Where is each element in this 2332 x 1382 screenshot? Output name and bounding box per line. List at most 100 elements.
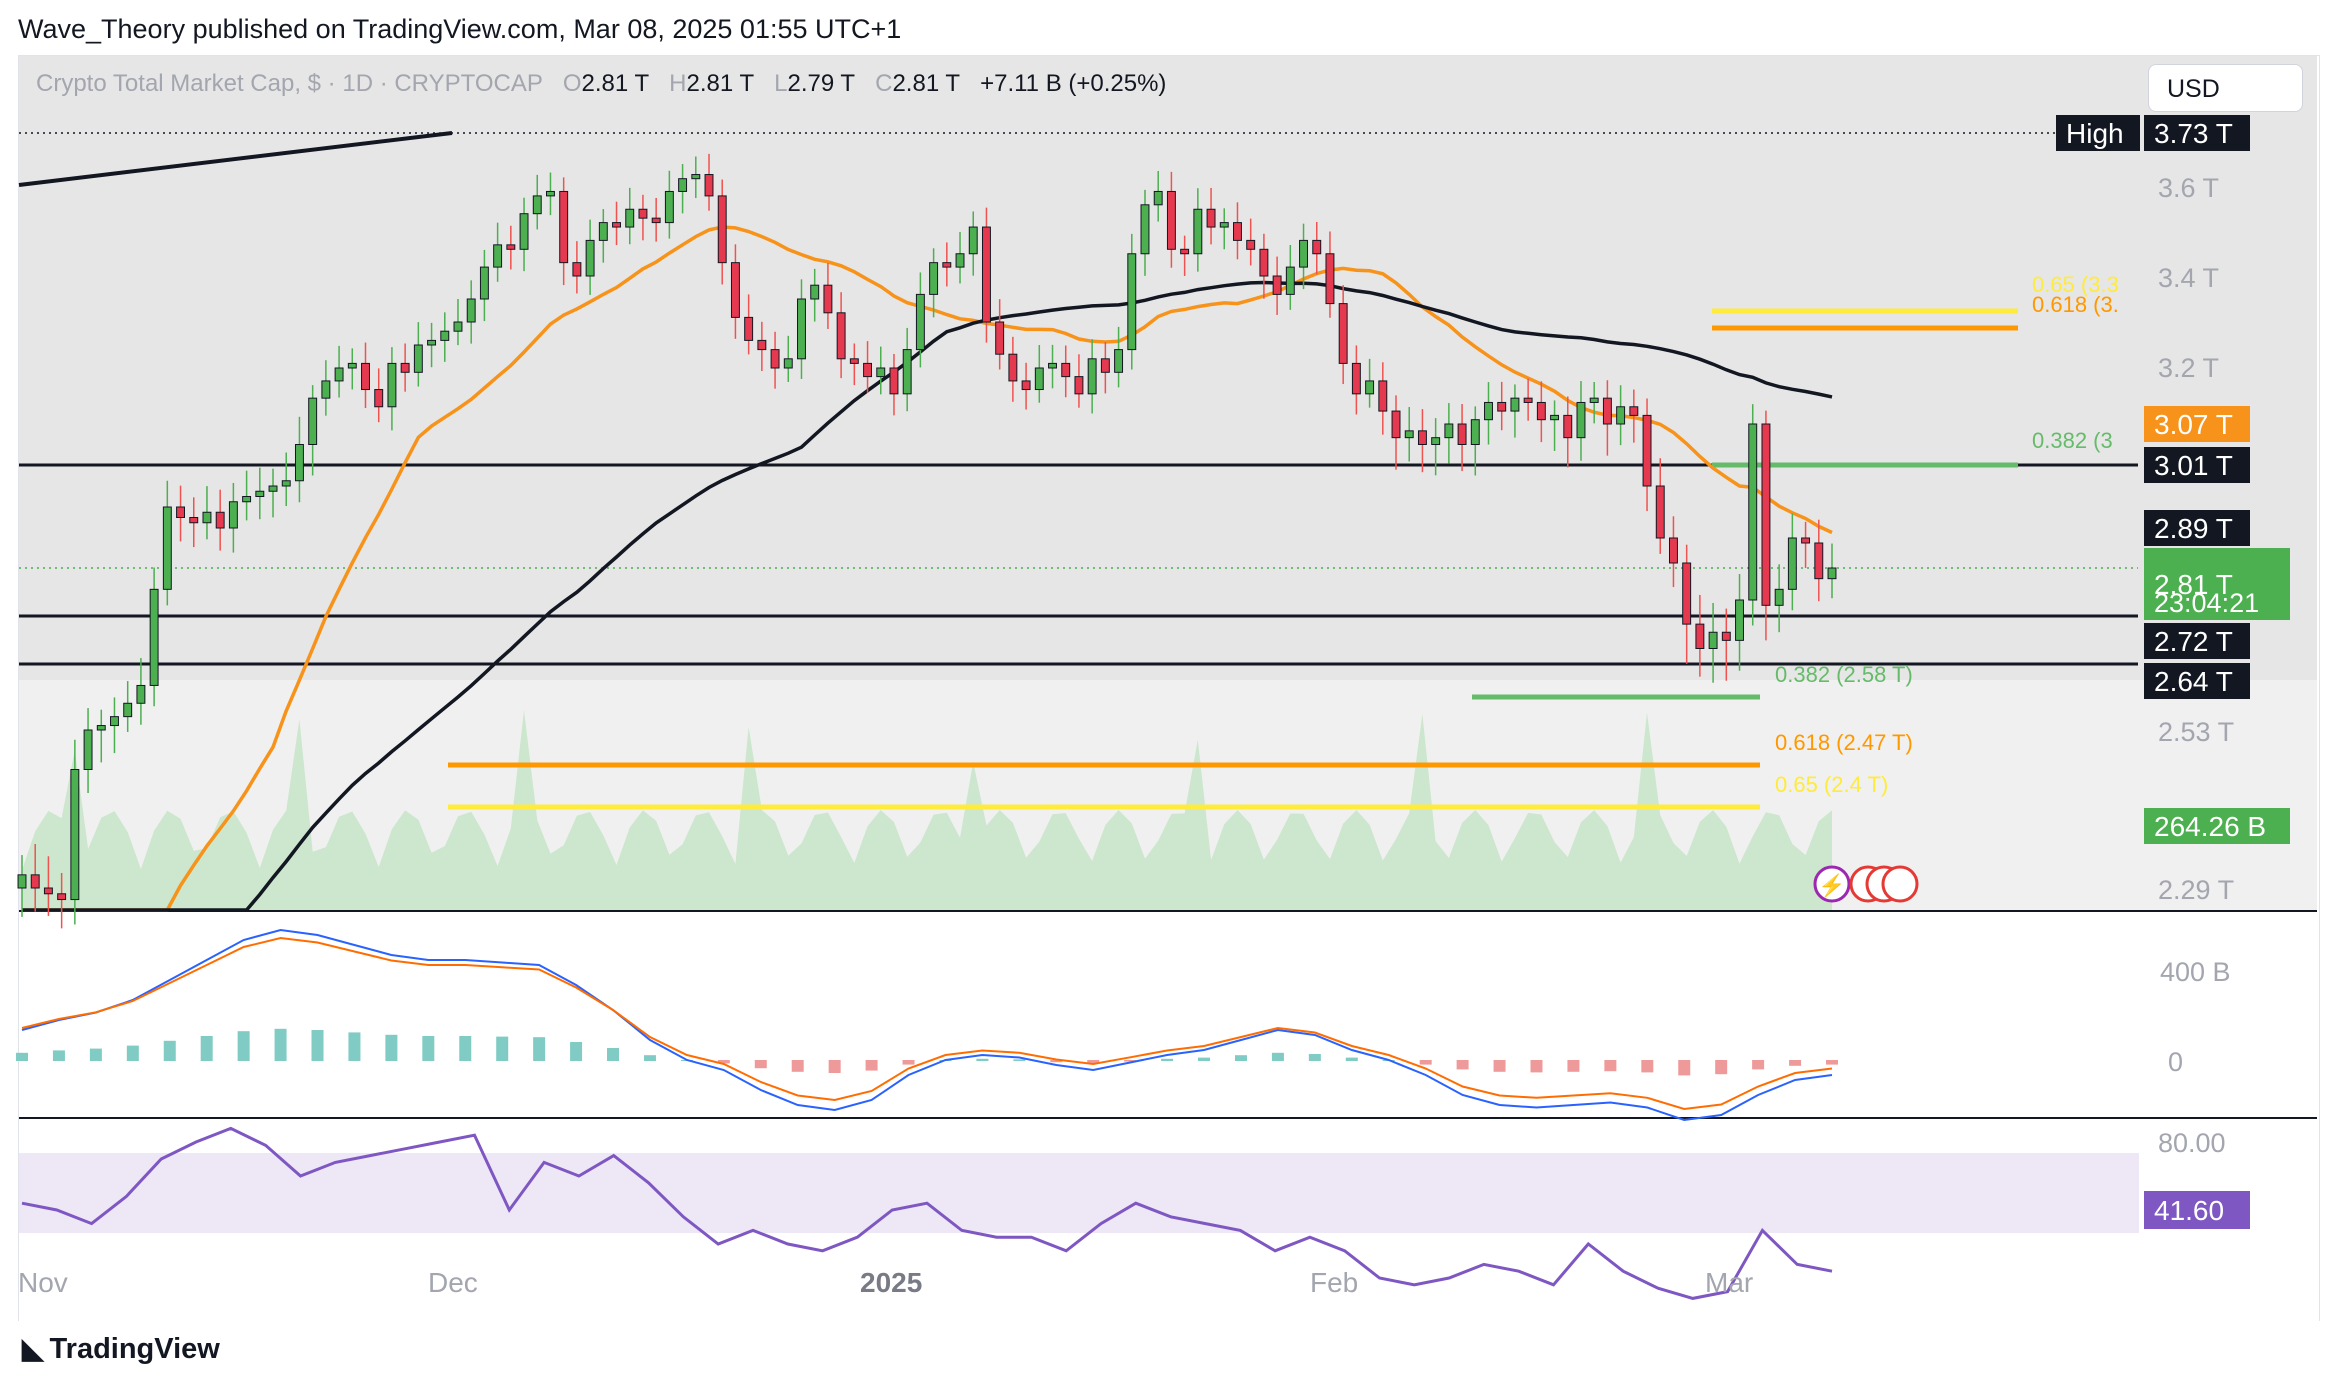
macd-histogram-bar	[1567, 1060, 1580, 1072]
candle-body	[1114, 349, 1124, 373]
candle-body	[1444, 423, 1454, 439]
candle	[1576, 381, 1586, 461]
macd-line	[21, 928, 1833, 1122]
macd-histogram-bar	[1493, 1060, 1506, 1072]
candle	[1246, 218, 1256, 266]
signal-line	[21, 936, 1833, 1111]
candle	[1814, 519, 1824, 602]
macd-histogram-bar	[1124, 1060, 1137, 1062]
candle	[849, 343, 859, 386]
candle	[427, 322, 437, 368]
candle	[347, 348, 357, 390]
fib-label: 0.382 (2.58 T)	[1775, 662, 1913, 687]
candle	[546, 172, 555, 216]
candle-body	[1748, 423, 1758, 601]
candle-body	[1272, 275, 1282, 295]
candle-body	[1616, 406, 1626, 425]
candle-body	[1061, 362, 1071, 378]
candle	[387, 347, 397, 431]
candle-body	[70, 769, 80, 901]
macd-histogram-bar	[791, 1060, 804, 1072]
macd-histogram-bar	[1013, 1059, 1026, 1061]
macd-histogram-bar	[902, 1060, 915, 1065]
candle-body	[413, 344, 423, 373]
candle	[1087, 339, 1097, 414]
candle	[110, 697, 119, 754]
macd-histogram-bar	[1087, 1060, 1100, 1064]
candle	[1233, 202, 1242, 260]
fib-label: 0.382 (3	[2032, 428, 2113, 453]
candle-body	[1774, 588, 1784, 606]
level-badge-text: 2.64 T	[2154, 666, 2233, 697]
candle	[1127, 233, 1137, 370]
candle-body	[585, 239, 595, 277]
macd-tick-label: 0	[2168, 1047, 2183, 1077]
candle	[770, 331, 780, 389]
candle-body	[1550, 414, 1560, 421]
candle-body	[1523, 397, 1533, 403]
candle-body	[915, 293, 925, 351]
candle-body	[1735, 599, 1744, 641]
candle-body	[321, 380, 331, 399]
candle-body	[1510, 397, 1520, 412]
candle-body	[651, 217, 661, 224]
time-axis: Nov Dec 2025 Feb Mar	[18, 1267, 1753, 1298]
macd-histogram-bar	[607, 1048, 620, 1061]
low-value: 2.79 T	[787, 70, 856, 97]
candle	[43, 856, 53, 916]
candle-body	[770, 349, 780, 369]
candle	[1721, 608, 1731, 681]
candle	[1325, 231, 1335, 318]
event-icons[interactable]: ⚡	[1813, 865, 1919, 903]
candle	[585, 219, 595, 295]
candle	[1655, 458, 1665, 554]
candle	[836, 292, 846, 379]
candle-body	[968, 226, 978, 255]
candle-body	[466, 298, 476, 323]
candle	[1312, 221, 1322, 275]
candle-body	[1563, 414, 1573, 439]
author-name[interactable]: Wave_Theory	[18, 14, 186, 44]
price-tick-label: 2.29 T	[2158, 875, 2234, 905]
macd-histogram-bar	[163, 1040, 176, 1061]
candle	[1219, 208, 1229, 250]
candle-body	[1629, 406, 1639, 416]
level-badge-text: 3.01 T	[2154, 450, 2233, 481]
level-badge: 3.01 T	[2144, 447, 2250, 483]
candle-body	[757, 339, 767, 351]
candle	[321, 360, 331, 416]
candle-body	[1576, 401, 1586, 439]
candle	[1378, 362, 1388, 435]
candle-body	[849, 358, 859, 364]
rsi-band	[19, 1153, 2139, 1233]
candle-body	[691, 174, 701, 180]
candle	[929, 248, 939, 318]
candle-body	[1827, 567, 1837, 580]
candle	[1140, 189, 1150, 276]
macd-histogram-bar	[1271, 1052, 1284, 1061]
level-badge: 2.72 T	[2144, 623, 2250, 659]
macd-histogram-bar	[976, 1058, 989, 1061]
macd-lines	[16, 928, 1838, 1122]
trend-line	[18, 131, 453, 187]
macd-histogram-bar	[570, 1042, 583, 1061]
ma50-badge: 3.07 T	[2144, 406, 2250, 442]
candle	[493, 222, 503, 282]
candle-body	[1404, 430, 1414, 439]
currency-button[interactable]: USD	[2148, 64, 2303, 112]
candle-body	[1233, 222, 1242, 241]
candle	[1510, 384, 1520, 438]
macd-histogram-bar	[52, 1050, 65, 1061]
candle-body	[479, 266, 489, 300]
candle	[876, 346, 886, 395]
candle-body	[136, 684, 146, 704]
candle	[942, 242, 952, 287]
candle	[797, 279, 806, 379]
tradingview-logo[interactable]: ◣ TradingView	[22, 1333, 220, 1365]
macd-histogram-bar	[385, 1034, 398, 1061]
candle-body	[361, 362, 370, 391]
candle-body	[1668, 537, 1678, 564]
macd-histogram-bar	[16, 1052, 28, 1061]
candle-body	[1589, 397, 1599, 403]
